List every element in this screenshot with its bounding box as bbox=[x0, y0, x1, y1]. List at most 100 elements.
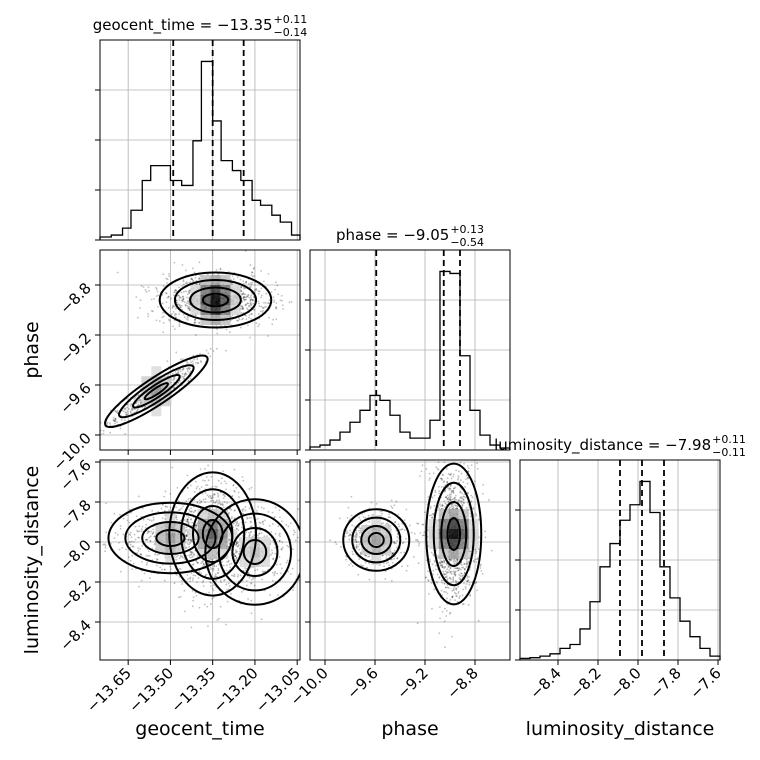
sample-point bbox=[289, 522, 292, 525]
sample-point bbox=[173, 582, 176, 585]
sample-point bbox=[186, 486, 189, 489]
sample-point bbox=[279, 299, 282, 302]
sample-point bbox=[192, 574, 195, 577]
sample-point bbox=[190, 540, 193, 543]
sample-point bbox=[458, 481, 460, 484]
sample-point bbox=[245, 314, 248, 317]
sample-point bbox=[198, 261, 201, 264]
sample-point bbox=[460, 564, 463, 566]
sample-point bbox=[178, 294, 180, 297]
sample-point bbox=[257, 292, 260, 295]
sample-point bbox=[460, 572, 463, 575]
sample-point bbox=[271, 523, 274, 525]
sample-point bbox=[185, 520, 188, 523]
sample-point bbox=[191, 551, 194, 554]
sample-point bbox=[353, 541, 356, 543]
contour-line bbox=[107, 501, 234, 575]
density-cell bbox=[151, 366, 162, 377]
sample-point bbox=[345, 532, 348, 535]
sample-point bbox=[234, 551, 237, 554]
sample-point bbox=[128, 533, 131, 536]
sample-point bbox=[461, 566, 463, 569]
sample-point bbox=[244, 506, 247, 508]
sample-point bbox=[193, 321, 196, 324]
sample-point bbox=[140, 560, 143, 563]
sample-point bbox=[164, 510, 166, 512]
sample-point bbox=[361, 565, 363, 568]
sample-point bbox=[355, 547, 358, 550]
sample-point bbox=[461, 504, 464, 506]
sample-point bbox=[386, 522, 389, 525]
sample-point bbox=[155, 288, 158, 290]
sample-point bbox=[432, 569, 435, 572]
sample-point bbox=[263, 535, 266, 538]
sample-point bbox=[448, 612, 451, 615]
sample-point bbox=[346, 516, 349, 519]
sample-point bbox=[244, 293, 247, 296]
sample-point bbox=[200, 500, 203, 503]
sample-point bbox=[155, 558, 158, 561]
sample-point bbox=[294, 539, 297, 542]
sample-point bbox=[480, 570, 483, 572]
sample-point bbox=[458, 567, 461, 570]
sample-point bbox=[145, 538, 148, 541]
sample-point bbox=[459, 452, 461, 454]
sample-point bbox=[285, 523, 288, 526]
sample-point bbox=[272, 558, 275, 560]
sample-point bbox=[455, 587, 458, 590]
density-cell bbox=[175, 543, 186, 553]
sample-point bbox=[348, 564, 350, 566]
sample-point bbox=[236, 541, 239, 544]
sample-point bbox=[243, 299, 246, 302]
sample-point bbox=[144, 526, 147, 529]
sample-point bbox=[178, 509, 180, 512]
contour-line bbox=[143, 382, 169, 401]
sample-point bbox=[274, 532, 277, 535]
sample-point bbox=[247, 324, 249, 327]
sample-point bbox=[469, 554, 471, 557]
sample-point bbox=[446, 568, 449, 570]
sample-point bbox=[444, 502, 447, 505]
sample-point bbox=[152, 310, 154, 313]
sample-point bbox=[443, 562, 446, 564]
sample-point bbox=[364, 561, 367, 564]
sample-point bbox=[452, 580, 454, 583]
sample-point bbox=[190, 510, 192, 513]
sample-point bbox=[137, 393, 140, 396]
sample-point bbox=[254, 283, 256, 286]
sample-point bbox=[368, 562, 371, 565]
sample-point bbox=[246, 308, 249, 311]
sample-point bbox=[446, 579, 449, 581]
sample-point bbox=[216, 332, 219, 335]
sample-point bbox=[200, 562, 202, 565]
sample-point bbox=[175, 313, 178, 316]
histogram-panel-phase: phase = −9.05 +0.13−0.54 bbox=[305, 223, 511, 451]
sample-point bbox=[152, 532, 155, 535]
sample-point bbox=[169, 568, 172, 571]
sample-point bbox=[459, 568, 462, 571]
density-cell bbox=[230, 295, 241, 305]
sample-point bbox=[449, 488, 452, 490]
sample-point bbox=[441, 564, 444, 567]
sample-point bbox=[197, 277, 200, 280]
sample-point bbox=[279, 563, 282, 566]
sample-point bbox=[360, 564, 362, 566]
sample-point bbox=[211, 494, 214, 497]
sample-point bbox=[256, 517, 259, 520]
sample-point bbox=[187, 302, 190, 305]
density-cell bbox=[249, 557, 260, 567]
sample-point bbox=[198, 569, 201, 572]
sample-point bbox=[235, 543, 238, 545]
sample-point bbox=[181, 368, 184, 371]
sample-point bbox=[451, 502, 454, 505]
sample-point bbox=[262, 280, 265, 283]
sample-point bbox=[448, 487, 450, 490]
sample-point bbox=[448, 558, 451, 561]
sample-point bbox=[194, 523, 197, 526]
sample-point bbox=[141, 525, 144, 528]
sample-point bbox=[134, 396, 137, 399]
sample-point bbox=[174, 312, 177, 315]
sample-point bbox=[166, 278, 169, 281]
sample-point bbox=[457, 500, 459, 503]
sample-point bbox=[114, 410, 117, 413]
